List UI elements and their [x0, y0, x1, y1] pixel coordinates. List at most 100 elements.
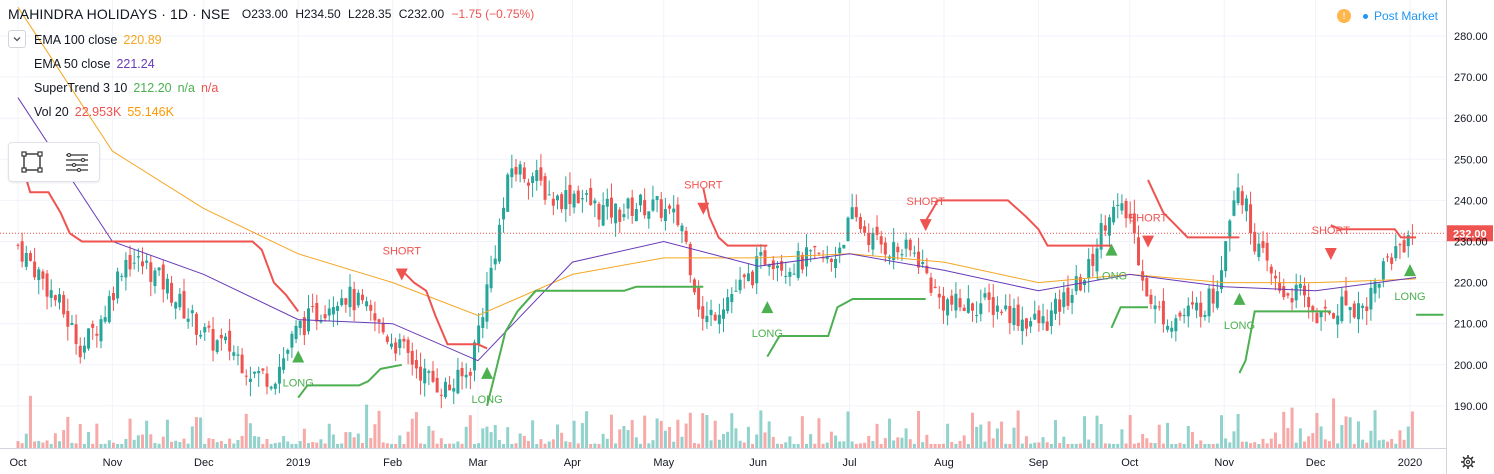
volume-bar [775, 443, 779, 448]
candle-body [153, 270, 157, 286]
volume-bar [746, 426, 750, 448]
ema50-label: EMA 50 close [34, 57, 111, 71]
candle-body [269, 386, 273, 389]
legend-supertrend[interactable]: SuperTrend 3 10 212.20 n/a n/a [34, 77, 224, 99]
volume-bar [879, 443, 883, 448]
time-tick-label: Feb [383, 457, 402, 469]
volume-bar [1020, 443, 1024, 448]
price-axis[interactable]: 280.00 270.00 260.00 250.00 240.00 230.00 220.… [1446, 0, 1488, 474]
candle-body [87, 328, 91, 349]
volume-bar [1319, 426, 1323, 448]
volume-bar [410, 418, 414, 448]
rectangle-select-button[interactable] [9, 143, 54, 181]
collapse-legend-button[interactable] [8, 30, 26, 48]
volume-bar [1211, 443, 1215, 448]
volume-bar [215, 442, 219, 448]
candle-body [439, 394, 443, 396]
volume-bar [194, 417, 198, 448]
time-axis[interactable]: Oct Nov Dec 2019 Feb Mar Apr May Jun Jul Aug Sep Oct… [0, 448, 1446, 470]
candle-body [1323, 306, 1327, 309]
volume-bar [771, 436, 775, 448]
volume-bar [805, 443, 808, 448]
volume-bar [846, 411, 850, 448]
volume-bar [448, 443, 452, 448]
volume-bar [323, 443, 327, 448]
candle-body [1327, 311, 1331, 314]
volume-bar [1290, 407, 1294, 448]
volume-bar [352, 437, 356, 448]
candle-body [53, 295, 57, 301]
candle-body [178, 293, 182, 308]
drawing-toolbox [8, 142, 100, 182]
volume-bar [1406, 426, 1410, 448]
candle-body [443, 381, 447, 398]
volume-bar [597, 443, 601, 448]
volume-bar [257, 436, 261, 448]
volume-bar [987, 421, 991, 448]
candle-body [1215, 291, 1219, 308]
volume-bar [979, 424, 983, 448]
volume-bar [730, 413, 734, 448]
post-market-indicator[interactable]: ! Post Market [1336, 9, 1438, 23]
candle-body [1261, 241, 1265, 248]
lines-menu-button[interactable] [54, 143, 99, 181]
candle-body [1124, 201, 1128, 219]
legend-volume[interactable]: Vol 20 22.953K 55.146K [34, 101, 180, 123]
candle-body [1265, 242, 1269, 261]
candle-body [215, 340, 219, 353]
candle-body [452, 388, 456, 392]
symbol-title[interactable]: MAHINDRA HOLIDAYS · 1D · NSE [8, 6, 230, 22]
candle-body [319, 320, 323, 323]
volume-bar [576, 443, 580, 448]
volume-bar [734, 428, 738, 448]
legend-ema100[interactable]: EMA 100 close 220.89 [34, 29, 168, 51]
volume-bar [829, 431, 833, 448]
volume-bar [161, 436, 165, 448]
candle-body [1112, 206, 1116, 223]
volume-bar [560, 432, 564, 448]
supertrend-up-line [766, 298, 926, 358]
post-market-label: Post Market [1373, 9, 1438, 23]
price-tick-label: 190.00 [1454, 401, 1488, 413]
candle-body [240, 354, 244, 374]
last-price-line: 232.00 [0, 225, 1493, 242]
volume-bar [1352, 443, 1356, 448]
volume-bar [1170, 443, 1174, 448]
candle-body [518, 164, 522, 175]
volume-bar [348, 432, 352, 448]
volume-bar [1282, 411, 1286, 448]
candle-body [315, 303, 319, 322]
settings-gear-icon[interactable] [1460, 454, 1476, 470]
volume-bar [207, 438, 211, 448]
volume-bar [344, 432, 348, 448]
candle-body [543, 176, 547, 200]
volume-bar [1149, 442, 1153, 448]
candle-body [1037, 310, 1041, 324]
candle-body [352, 288, 356, 311]
volume-bar [1249, 443, 1253, 448]
supertrend-down-line [1330, 224, 1417, 239]
long-arrow-icon [1404, 264, 1416, 277]
candle-body [70, 322, 74, 325]
volume-bar [456, 441, 460, 448]
legend-ema50[interactable]: EMA 50 close 221.24 [34, 53, 161, 75]
candle-body [1269, 266, 1273, 274]
candle-body [244, 375, 248, 377]
volume-bar [1087, 439, 1091, 448]
candle-body [182, 291, 186, 319]
candle-body [145, 260, 149, 263]
candle-body [825, 256, 829, 260]
candle-body [377, 319, 381, 323]
volume-bar [1054, 420, 1057, 448]
candle-body [116, 271, 120, 299]
long-arrow-icon [481, 366, 494, 379]
volume-bar [535, 443, 539, 448]
candle-body [493, 258, 497, 265]
volume-bar [609, 414, 613, 448]
volume-bar [1356, 421, 1360, 448]
long-arrow-icon [1233, 292, 1246, 305]
candle-body [1394, 246, 1398, 259]
price-tick-label: 220.00 [1454, 278, 1488, 290]
volume-bar [1166, 422, 1170, 448]
